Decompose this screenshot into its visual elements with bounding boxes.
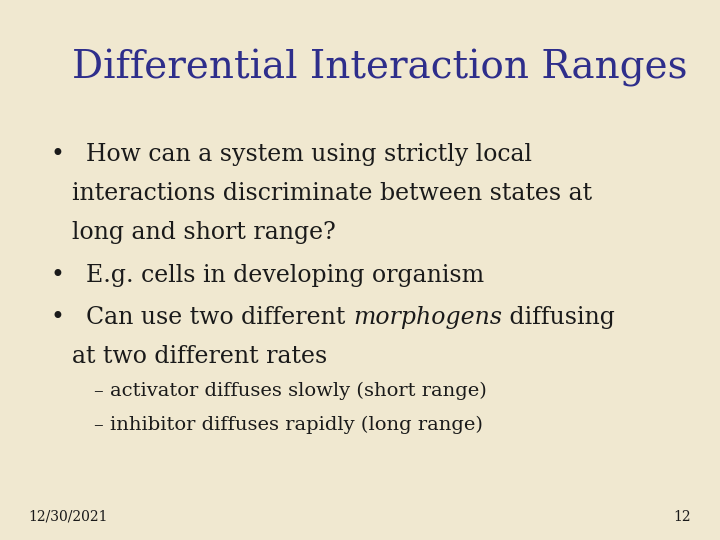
Text: diffusing: diffusing: [503, 306, 615, 329]
Text: – activator diffuses slowly (short range): – activator diffuses slowly (short range…: [94, 382, 486, 401]
Text: 12/30/2021: 12/30/2021: [29, 510, 108, 524]
Text: morphogens: morphogens: [354, 306, 503, 329]
Text: E.g. cells in developing organism: E.g. cells in developing organism: [86, 264, 485, 287]
Text: – inhibitor diffuses rapidly (long range): – inhibitor diffuses rapidly (long range…: [94, 415, 482, 434]
Text: interactions discriminate between states at: interactions discriminate between states…: [72, 182, 592, 205]
Text: •: •: [50, 143, 64, 166]
Text: 12: 12: [674, 510, 691, 524]
Text: long and short range?: long and short range?: [72, 221, 336, 244]
Text: Differential Interaction Ranges: Differential Interaction Ranges: [72, 49, 688, 86]
Text: at two different rates: at two different rates: [72, 345, 328, 368]
Text: Can use two different: Can use two different: [86, 306, 354, 329]
Text: •: •: [50, 306, 64, 329]
Text: •: •: [50, 264, 64, 287]
Text: How can a system using strictly local: How can a system using strictly local: [86, 143, 532, 166]
